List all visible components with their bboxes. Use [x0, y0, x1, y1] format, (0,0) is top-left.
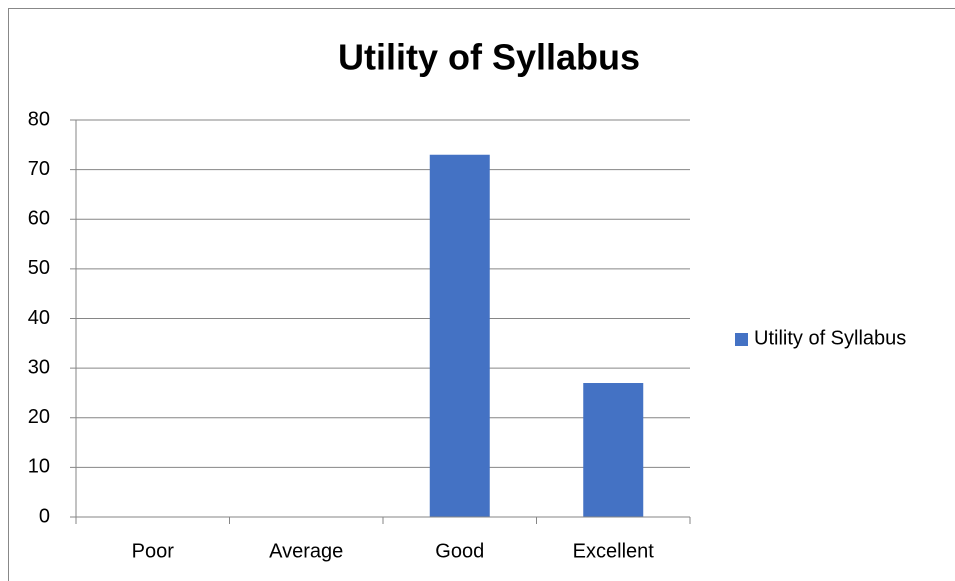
legend-swatch: [735, 333, 748, 346]
y-tick-label: 20: [28, 406, 50, 428]
bar: [429, 154, 490, 518]
bar: [583, 383, 644, 517]
y-tick-label: 50: [28, 257, 50, 279]
legend-label: Utility of Syllabus: [754, 327, 906, 349]
y-tick-label: 70: [28, 158, 50, 180]
x-tick-label: Poor: [132, 540, 175, 562]
x-tick-label: Average: [269, 540, 343, 562]
chart-title: Utility of Syllabus: [338, 37, 640, 78]
x-tick-label: Excellent: [573, 540, 655, 562]
y-tick-label: 30: [28, 356, 50, 378]
y-tick-label: 40: [28, 307, 50, 329]
y-tick-label: 10: [28, 456, 50, 478]
y-tick-label: 80: [28, 108, 50, 130]
y-tick-label: 0: [39, 505, 50, 527]
y-tick-label: 60: [28, 208, 50, 230]
x-tick-label: Good: [435, 540, 484, 562]
